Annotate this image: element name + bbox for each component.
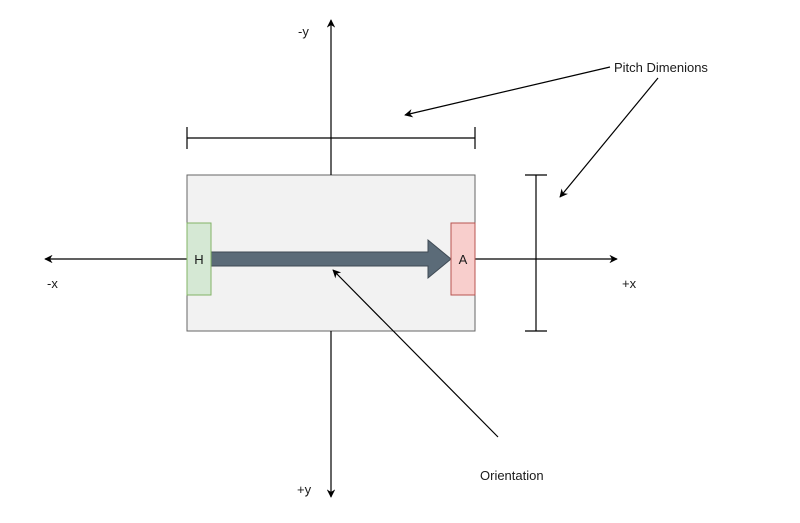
orientation-label: Orientation <box>480 468 544 483</box>
pitch-width-dimension <box>525 174 547 332</box>
pitch-dimensions-label: Pitch Dimenions <box>614 60 708 75</box>
home-goal-box <box>186 222 212 296</box>
neg-y-label: -y <box>298 24 309 39</box>
orientation-arrow <box>210 238 452 280</box>
neg-x-label: -x <box>47 276 58 291</box>
pos-y-label: +y <box>297 482 312 497</box>
away-goal-box <box>450 222 476 296</box>
orientation-pointer <box>332 269 499 438</box>
away-goal-label: A <box>459 252 468 267</box>
pitch-length-dimension <box>186 127 476 149</box>
home-goal-label: H <box>194 252 203 267</box>
pos-x-label: +x <box>622 276 637 291</box>
pitch-dimensions-pointer-2 <box>559 77 659 198</box>
pitch-dimensions-pointer-1 <box>404 66 611 118</box>
